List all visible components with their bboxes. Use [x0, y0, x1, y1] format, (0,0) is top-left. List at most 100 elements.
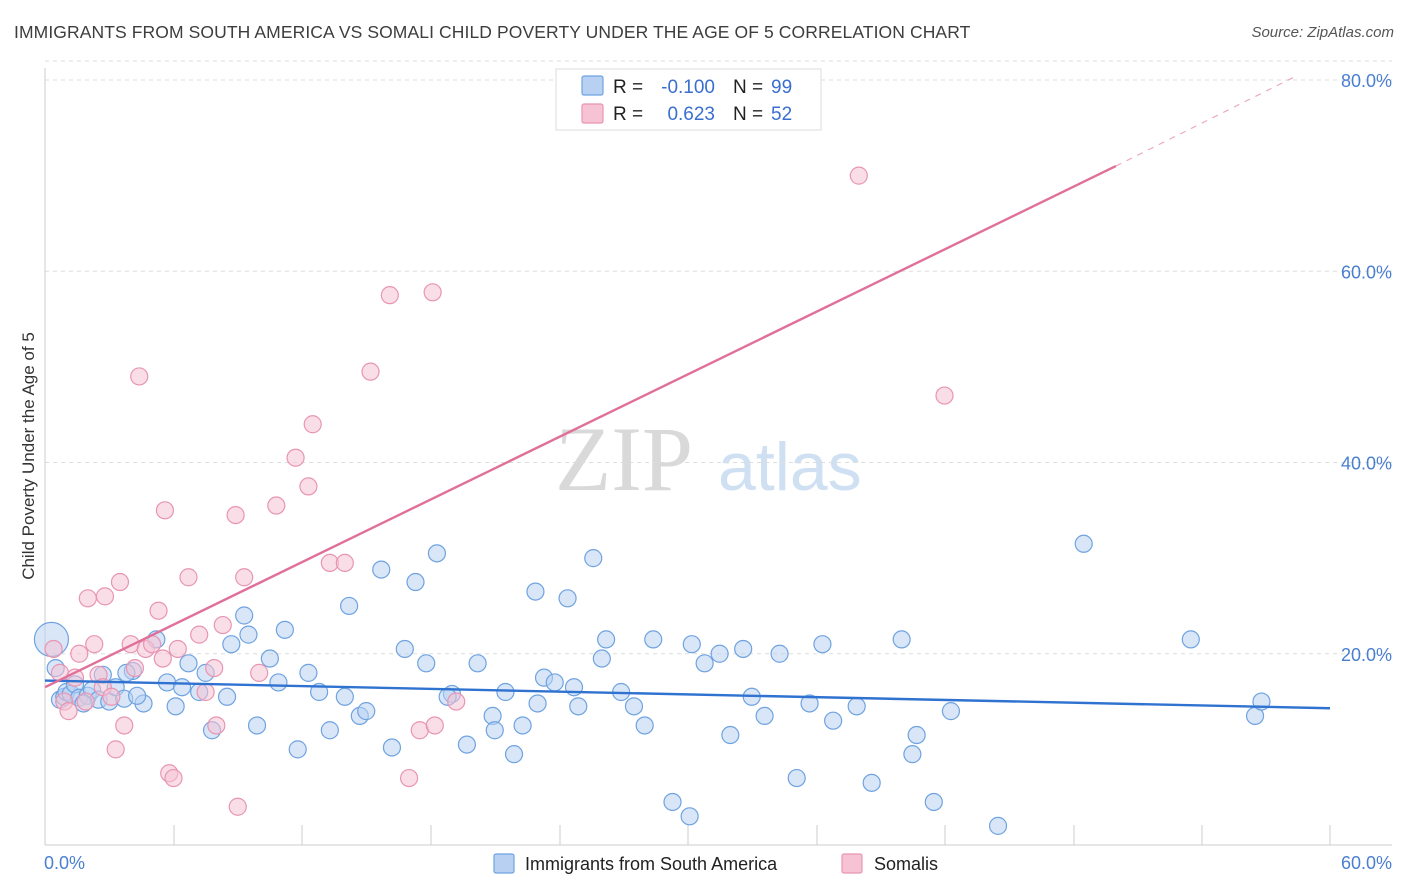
x-ticks: [44, 825, 1331, 845]
immigrants-point-28: [288, 740, 307, 759]
somalis-point-23: [155, 501, 175, 520]
somalis-point-28: [205, 658, 224, 678]
somalis-point-29: [213, 615, 232, 635]
immigrants-point-39: [417, 654, 436, 673]
chart-title: IMMIGRANTS FROM SOUTH AMERICA VS SOMALI …: [14, 22, 971, 42]
immigrants-point-70: [813, 635, 832, 654]
immigrants-point-60: [663, 792, 682, 812]
immigrants-point-72: [862, 773, 881, 792]
immigrants-point-57: [624, 697, 644, 716]
immigrants-point-90: [528, 694, 547, 713]
immigrants-point-42: [457, 735, 477, 754]
somalis-point-20: [149, 601, 168, 620]
somalis-point-27: [196, 682, 215, 702]
legend-n-value-0: 99: [771, 77, 792, 98]
y-axis-label: Child Poverty Under the Age of 5: [19, 332, 38, 580]
somalis-point-45: [425, 716, 444, 735]
legend-n-value-1: 52: [771, 104, 792, 125]
somalis-point-40: [361, 362, 380, 381]
immigrants-point-75: [907, 725, 926, 745]
legend-r-value-0: -0.100: [661, 77, 715, 98]
immigrants-point-34: [357, 702, 376, 721]
immigrants-point-43: [468, 654, 487, 673]
immigrants-point-63: [710, 644, 729, 663]
somalis-point-36: [303, 415, 322, 434]
watermark-atlas: atlas: [718, 429, 862, 505]
immigrants-point-61: [680, 807, 699, 826]
immigrants-point-24: [235, 606, 254, 625]
series-somalis-points: [44, 166, 954, 816]
y-tick-label-80: 80.0%: [1341, 71, 1392, 91]
y-tick-label-20: 20.0%: [1341, 645, 1392, 665]
immigrants-point-27: [275, 620, 294, 639]
immigrants-point-85: [222, 635, 241, 654]
immigrants-point-40: [427, 544, 447, 563]
somalis-point-16: [125, 658, 145, 678]
immigrants-point-84: [172, 678, 192, 697]
immigrants-point-30: [310, 682, 329, 702]
immigrants-point-58: [635, 716, 654, 735]
immigrants-point-32: [340, 596, 359, 616]
immigrants-point-87: [335, 687, 354, 706]
x-tick-label-max: 60.0%: [1341, 853, 1392, 873]
somalis-point-46: [447, 692, 466, 711]
somalis-point-15: [121, 635, 140, 654]
somalis-point-25: [179, 568, 198, 587]
somalis-point-21: [153, 649, 172, 668]
immigrants-point-51: [558, 589, 577, 608]
somalis-point-11: [102, 687, 121, 706]
immigrants-point-46: [504, 745, 524, 764]
somalis-point-44: [423, 283, 442, 302]
immigrants-point-50: [545, 673, 564, 692]
bottom-legend-swatch-somalis: [841, 853, 863, 874]
immigrants-point-23: [217, 687, 237, 706]
immigrants-point-20: [179, 654, 198, 673]
immigrants-point-89: [485, 721, 504, 740]
immigrants-point-98: [239, 625, 258, 644]
immigrants-trendline: [44, 679, 1331, 710]
immigrants-point-37: [395, 639, 414, 659]
somalis-point-51: [207, 716, 226, 735]
immigrants-point-66: [755, 706, 774, 726]
immigrants-point-96: [127, 686, 147, 705]
immigrants-point-76: [924, 792, 943, 812]
immigrants-point-86: [269, 673, 288, 692]
somalis-point-12: [106, 740, 125, 759]
immigrants-point-92: [682, 635, 701, 654]
immigrants-point-45: [496, 682, 515, 702]
somalis-point-0: [44, 639, 63, 659]
immigrants-point-31: [320, 721, 339, 740]
immigrants-point-77: [941, 702, 961, 721]
legend-n-label-1: N =: [733, 104, 763, 125]
legend-r-label-1: R =: [613, 104, 643, 125]
chart-source: Source: ZipAtlas.com: [1251, 24, 1394, 41]
immigrants-point-78: [988, 816, 1008, 835]
axes: [44, 68, 1392, 846]
somalis-point-32: [235, 568, 254, 587]
somalis-point-41: [380, 286, 399, 305]
somalis-trendline: [44, 164, 1117, 689]
somalis-point-33: [250, 663, 269, 682]
somalis-trendline-extension: [1115, 74, 1299, 167]
immigrants-point-73: [892, 630, 911, 649]
immigrants-point-79: [1074, 534, 1093, 553]
somalis-point-31: [228, 797, 247, 816]
immigrants-point-71: [847, 697, 866, 716]
immigrants-point-25: [247, 716, 267, 735]
y-tick-labels: 20.0% 40.0% 60.0% 80.0%: [1341, 71, 1392, 665]
legend-swatch-immigrants: [581, 75, 604, 96]
somalis-point-42: [399, 768, 419, 788]
somalis-point-14: [115, 716, 134, 735]
legend-r-value-1: 0.623: [667, 104, 715, 125]
immigrants-point-38: [406, 572, 425, 592]
immigrants-point-36: [382, 738, 402, 757]
somalis-point-43: [410, 721, 429, 740]
immigrants-point-53: [569, 697, 588, 716]
immigrants-point-69: [800, 694, 819, 713]
legend: R = -0.100 N = 99 R = 0.623 N = 52: [555, 68, 822, 131]
somalis-point-17: [130, 367, 149, 386]
bottom-legend-label-somalis: Somalis: [874, 854, 938, 874]
somalis-point-30: [226, 505, 245, 525]
somalis-point-34: [267, 496, 286, 515]
